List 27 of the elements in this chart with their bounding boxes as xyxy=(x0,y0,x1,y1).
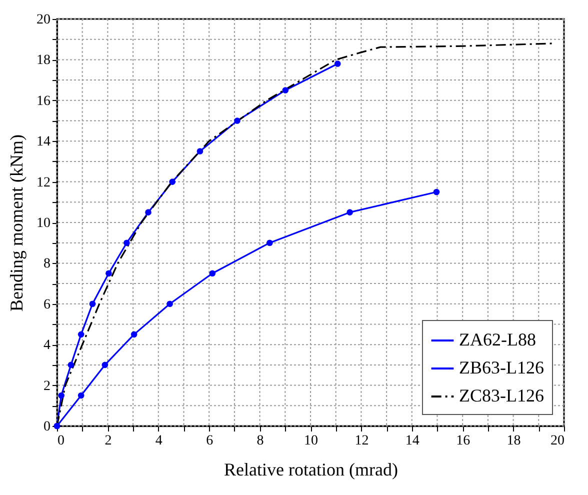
x-tick-label: 8 xyxy=(256,434,264,448)
y-tick-label: 20 xyxy=(36,12,50,28)
y-tick-label: 4 xyxy=(44,338,50,354)
y-tick-label: 6 xyxy=(44,297,50,312)
x-tick-label: 12 xyxy=(354,434,369,448)
x-tick-label: 0 xyxy=(58,434,64,448)
x-tick-label: 10 xyxy=(304,434,318,448)
x-tick-label: 18 xyxy=(506,434,521,448)
y-tick-label: 16 xyxy=(36,94,50,109)
x-tick-label: 14 xyxy=(405,434,420,448)
x-tick-label: 6 xyxy=(206,434,214,448)
y-axis-title: Bending moment (kNm) xyxy=(6,134,26,312)
x-tick-label: 4 xyxy=(155,434,162,448)
y-tick-label: 12 xyxy=(36,175,50,190)
y-tick-label: 10 xyxy=(36,216,50,231)
x-axis-title: Relative rotation (mrad) xyxy=(224,460,398,480)
y-tick-label: 14 xyxy=(36,134,50,150)
legend-label: ZA62-L88 xyxy=(459,330,536,350)
x-tick-label: 2 xyxy=(104,434,112,448)
legend-label: ZC83-L126 xyxy=(459,386,544,406)
y-tick-label: 0 xyxy=(44,420,50,434)
legend-label: ZB63-L126 xyxy=(459,358,544,378)
y-tick-label: 18 xyxy=(36,53,50,68)
y-tick-label: 8 xyxy=(44,256,50,272)
y-tick-label: 2 xyxy=(44,378,50,394)
x-tick-label: 16 xyxy=(456,434,470,448)
x-tick-label: 20 xyxy=(550,434,564,448)
